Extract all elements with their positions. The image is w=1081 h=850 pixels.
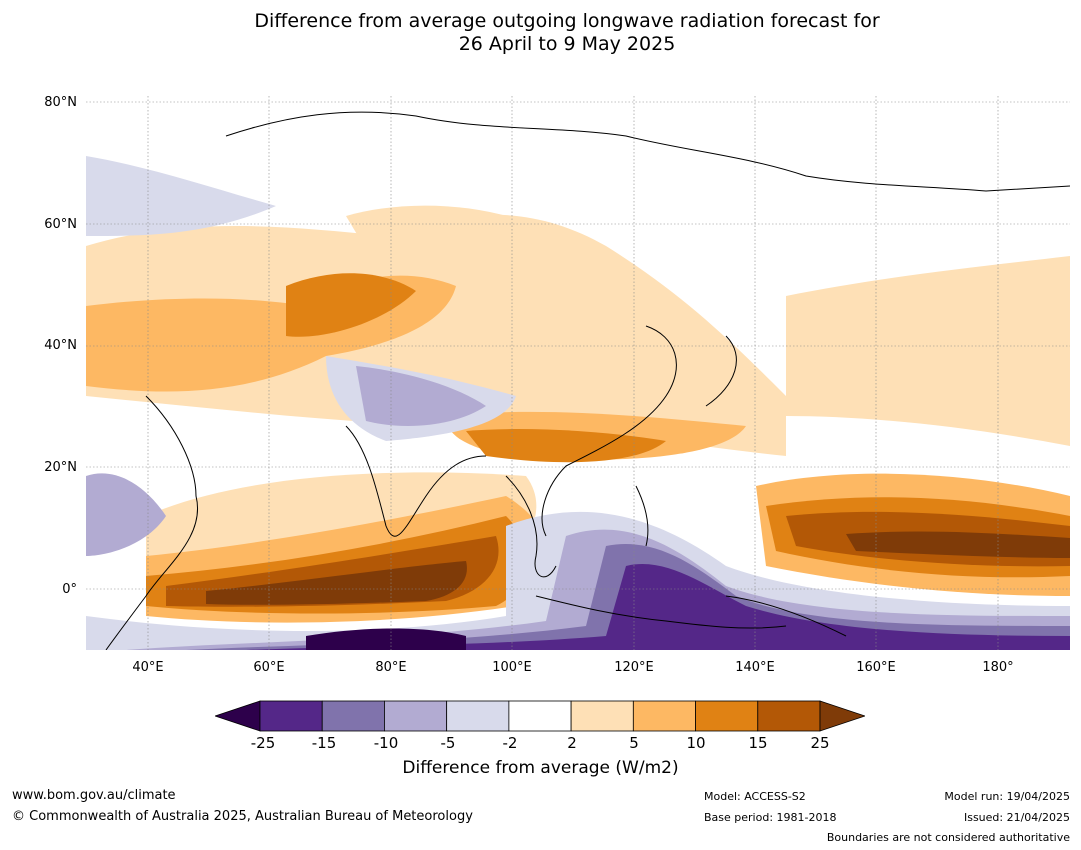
lon-label-100e: 100°E — [492, 660, 532, 675]
lon-label-140e: 140°E — [735, 660, 775, 675]
colorbar-bin-2 — [384, 700, 448, 732]
footer-model-run: Model run: 19/04/2025 — [944, 790, 1070, 803]
lon-label-160e: 160°E — [856, 660, 896, 675]
colorbar-extend-high — [819, 700, 867, 732]
footer-model: Model: ACCESS-S2 — [704, 790, 806, 803]
map-title: Difference from average outgoing longwav… — [0, 10, 1081, 56]
anomaly-region-lilac-tibet — [356, 366, 486, 426]
footer-copyright: © Commonwealth of Australia 2025, Austra… — [12, 809, 473, 824]
coastline-indonesia — [535, 595, 787, 629]
title-line-1: Difference from average outgoing longwav… — [254, 10, 880, 32]
colorbar-tick-2: 2 — [567, 734, 577, 752]
colorbar-bin-0 — [259, 700, 323, 732]
footer-disclaimer: Boundaries are not considered authoritat… — [826, 831, 1070, 844]
anomaly-region-light-orange-north — [86, 214, 786, 456]
anomaly-region-lavender-north-atlantic — [86, 156, 276, 236]
colorbar-tick-5: 5 — [629, 734, 639, 752]
colorbar-tick-10: 10 — [686, 734, 706, 752]
footer-base-period: Base period: 1981-2018 — [704, 811, 837, 824]
coastline-east-asia — [541, 325, 677, 537]
lat-label-80n: 80°N — [44, 95, 77, 110]
map-canvas — [86, 96, 1070, 650]
footer-issued: Issued: 21/04/2025 — [963, 811, 1070, 824]
colorbar-tick-m15: -15 — [311, 734, 337, 752]
colorbar-bin-5 — [570, 700, 634, 732]
lon-label-180: 180° — [982, 660, 1014, 675]
anomaly-region-lavender-arabia — [86, 473, 166, 556]
anomaly-region-dark-brown-indian-ocean — [206, 561, 467, 605]
lon-label-40e: 40°E — [132, 660, 164, 675]
lat-label-60n: 60°N — [44, 217, 77, 232]
coastline-philippines — [635, 485, 649, 547]
title-line-2: 26 April to 9 May 2025 — [458, 33, 676, 55]
map-gridlines — [86, 96, 1070, 650]
lat-label-20n: 20°N — [44, 460, 77, 475]
colorbar-bin-1 — [321, 700, 385, 732]
colorbar-bin-8 — [757, 700, 821, 732]
coastline-arctic-russia — [225, 111, 1070, 192]
colorbar-bin-6 — [632, 700, 696, 732]
colorbar-tick-m2: -2 — [502, 734, 518, 752]
coastline-india — [345, 425, 487, 537]
colorbar-bin-7 — [695, 700, 759, 732]
colorbar-tick-15: 15 — [748, 734, 768, 752]
coastline-arabia-africa — [105, 395, 198, 650]
anomaly-region-deep-purple-maritime-continent — [246, 564, 1070, 650]
colorbar-bin-4 — [508, 700, 572, 732]
colorbar-tick-m5: -5 — [440, 734, 456, 752]
colorbar-bin-3 — [446, 700, 510, 732]
coastline-japan — [705, 335, 737, 407]
anomaly-region-dark-orange-south-china — [466, 429, 666, 463]
lon-label-80e: 80°E — [375, 660, 407, 675]
lon-label-60e: 60°E — [253, 660, 285, 675]
coastlines — [105, 111, 1070, 650]
lat-label-equator: 0° — [62, 582, 77, 597]
colorbar-bins — [259, 700, 821, 732]
colorbar-tick-25: 25 — [810, 734, 830, 752]
anomaly-region-light-orange-pacific — [786, 256, 1070, 446]
footer-website: www.bom.gov.au/climate — [12, 788, 176, 803]
anomaly-region-dark-orange-mongolia — [286, 273, 416, 337]
colorbar-tick-m25: -25 — [250, 734, 276, 752]
lon-label-120e: 120°E — [614, 660, 654, 675]
colorbar-svg — [213, 700, 867, 732]
coastline-indochina — [505, 475, 557, 578]
olr-anomaly-map — [86, 96, 1070, 650]
anomaly-region-darkest-purple-south-indian-ocean — [306, 628, 466, 650]
anomaly-region-light-orange-east-asia — [346, 205, 556, 270]
colorbar-label: Difference from average (W/m2) — [402, 758, 679, 778]
lat-label-40n: 40°N — [44, 338, 77, 353]
anomaly-region-dark-brown-pacific — [846, 531, 1070, 558]
colorbar — [213, 700, 867, 732]
colorbar-extend-low — [213, 700, 261, 732]
colorbar-tick-m10: -10 — [373, 734, 399, 752]
coastline-new-guinea — [725, 595, 847, 637]
